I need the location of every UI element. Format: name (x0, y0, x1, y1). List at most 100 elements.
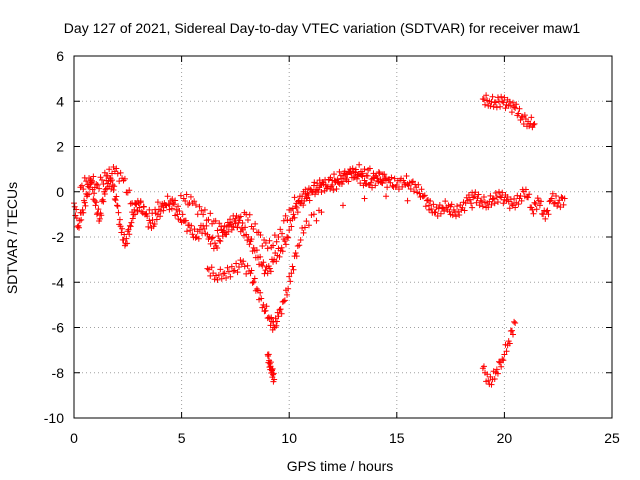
data-point-upper-band (244, 217, 251, 224)
data-point-upper-tail (497, 103, 504, 110)
data-point-main-trace (111, 196, 118, 203)
data-point-upper-band (205, 216, 212, 223)
data-point-upper-band (368, 176, 375, 183)
data-point-main-trace (454, 203, 461, 210)
x-axis-label: GPS time / hours (287, 458, 394, 474)
data-point-main-trace (257, 253, 264, 260)
data-point-main-trace (333, 186, 340, 193)
data-point-lower-band (303, 218, 310, 225)
data-point-upper-band (91, 184, 98, 191)
data-point-upper-tail (530, 121, 537, 128)
data-point-upper-band (83, 178, 90, 185)
data-point-main-trace (286, 227, 293, 234)
data-point-main-trace (294, 209, 301, 216)
y-tick-label: -8 (52, 365, 65, 381)
data-point-main-trace (550, 200, 557, 207)
data-point-upper-band (154, 199, 161, 206)
data-point-main-trace (174, 211, 181, 218)
data-point-main-trace (250, 244, 257, 251)
data-point-lower-band (225, 268, 232, 275)
data-point-main-trace (281, 238, 288, 245)
data-point-main-trace (285, 234, 292, 241)
data-point-main-trace (522, 186, 529, 193)
data-point-main-trace (314, 180, 321, 187)
data-point-lower-band (296, 242, 303, 249)
data-point-main-trace (195, 235, 202, 242)
data-point-main-trace (367, 179, 374, 186)
data-point-main-trace (306, 197, 313, 204)
data-point-upper-band (131, 200, 138, 207)
data-point-lower-band (249, 279, 256, 286)
data-point-upper-band (134, 207, 141, 214)
data-point-main-trace (468, 200, 475, 207)
data-point-upper-tail (516, 105, 523, 112)
data-point-main-trace (545, 211, 552, 218)
data-point-upper-band (239, 220, 246, 227)
data-point-upper-tail (494, 94, 501, 101)
data-point-lower-band (268, 314, 275, 321)
data-point-main-trace (455, 208, 462, 215)
x-tick-label: 20 (497, 430, 513, 446)
data-point-main-trace (125, 226, 132, 233)
x-tick-label: 25 (604, 430, 620, 446)
data-point-lower-band (248, 267, 255, 274)
data-point-main-trace (81, 199, 88, 206)
data-point-main-trace (525, 194, 532, 201)
data-point-upper-band (298, 197, 305, 204)
data-point-upper-band (149, 210, 156, 217)
data-point-main-trace (529, 206, 536, 213)
data-point-main-trace (209, 234, 216, 241)
data-point-main-trace (100, 198, 107, 205)
data-point-upper-band (140, 203, 147, 210)
data-point-main-trace (74, 223, 81, 230)
data-point-main-trace (246, 241, 253, 248)
data-point-upper-tail (501, 94, 508, 101)
data-point-lower-band (208, 264, 215, 271)
data-point-main-trace (98, 198, 105, 205)
data-point-upper-tail (531, 120, 538, 127)
data-point-upper-band (252, 220, 259, 227)
x-tick-label: 15 (389, 430, 405, 446)
data-point-lower-band (241, 263, 248, 270)
data-point-upper-band (117, 169, 124, 176)
data-point-upper-band (366, 165, 373, 172)
data-point-lower-band (223, 274, 230, 281)
data-point-main-trace (138, 208, 145, 215)
data-point-main-trace (534, 195, 541, 202)
data-point-isolated-cluster-day-127-end (500, 357, 507, 364)
data-point-upper-band (331, 171, 338, 178)
data-point-isolated-cluster-day-127-end (265, 351, 272, 358)
data-point-main-trace (188, 222, 195, 229)
data-point-main-trace (262, 267, 269, 274)
data-point-upper-band (172, 197, 179, 204)
data-point-main-trace (149, 217, 156, 224)
data-point-upper-band (200, 211, 207, 218)
data-point-main-trace (478, 198, 485, 205)
data-point-lower-band (281, 297, 288, 304)
data-point-main-trace (399, 183, 406, 190)
data-point-upper-tail (517, 116, 524, 123)
data-point-upper-band (116, 178, 123, 185)
data-point-main-trace (303, 195, 310, 202)
data-point-main-trace (201, 226, 208, 233)
data-point-main-trace (387, 179, 394, 186)
data-point-main-trace (276, 253, 283, 260)
data-point-isolated-cluster-day-127-end (508, 327, 515, 334)
data-point-main-trace (357, 180, 364, 187)
data-point-main-trace (437, 210, 444, 217)
data-point-upper-band (375, 169, 382, 176)
data-point-lower-band (278, 310, 285, 317)
data-point-main-trace (182, 217, 189, 224)
data-point-main-trace (92, 202, 99, 209)
data-point-upper-band (113, 165, 120, 172)
x-tick-label: 0 (70, 430, 78, 446)
data-point-isolated-cluster-day-127-end (493, 366, 500, 373)
data-point-main-trace (196, 226, 203, 233)
data-point-lower-band (340, 202, 346, 209)
data-point-isolated-cluster-day-127-end (506, 340, 513, 347)
data-point-main-trace (532, 201, 539, 208)
data-point-main-trace (485, 204, 492, 211)
data-point-main-trace (183, 228, 190, 235)
data-point-main-trace (475, 191, 482, 198)
data-point-main-trace (430, 201, 437, 208)
